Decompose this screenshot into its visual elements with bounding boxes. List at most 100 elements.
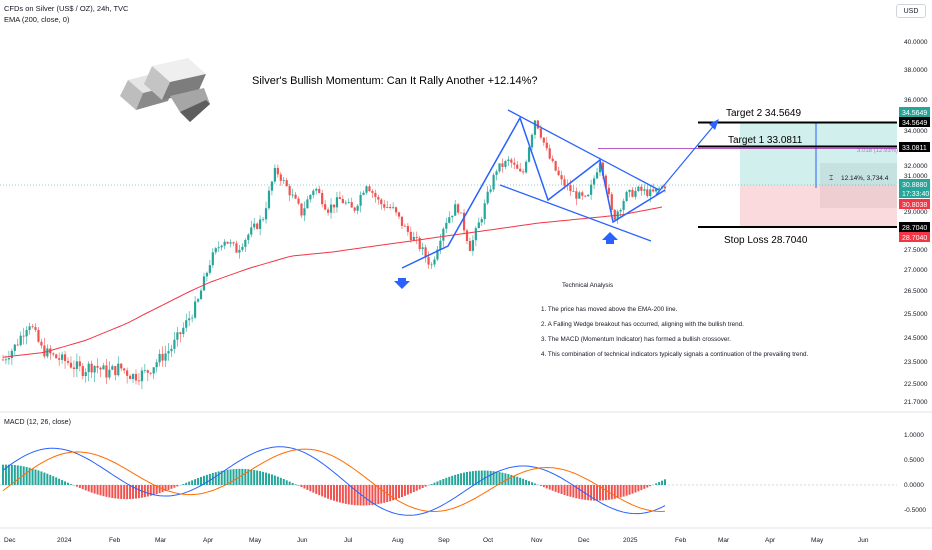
macd-bar	[424, 485, 427, 487]
candle-body	[427, 257, 430, 265]
candle-body	[347, 202, 350, 203]
candle-body	[598, 162, 602, 173]
candle-body	[179, 332, 182, 335]
candle-body	[300, 203, 303, 216]
macd-bar	[525, 479, 528, 485]
candle-body	[99, 367, 102, 370]
macd-bar	[16, 465, 19, 485]
macd-bar	[13, 465, 16, 485]
candle-body	[353, 207, 356, 211]
macd-bar	[108, 485, 111, 498]
macd-bar	[445, 477, 448, 485]
candle-body	[652, 189, 655, 192]
macd-bar	[465, 472, 468, 485]
macd-bar	[40, 471, 43, 485]
macd-bar	[64, 481, 67, 485]
candle-body	[584, 195, 587, 197]
candle-body	[442, 228, 445, 241]
candle-body	[22, 335, 25, 337]
macd-bar	[99, 485, 102, 496]
macd-bar	[486, 470, 489, 485]
candle-body	[421, 247, 424, 250]
macd-bar	[4, 464, 7, 485]
candle-body	[155, 362, 158, 368]
macd-bar	[84, 485, 87, 491]
candle-body	[315, 188, 318, 191]
ema-legend[interactable]: EMA (200, close, 0)	[4, 15, 70, 24]
candle-body	[63, 354, 67, 362]
macd-bar	[563, 485, 566, 495]
macd-bar	[28, 467, 31, 485]
macd-histogram	[2, 464, 666, 506]
candle-body	[424, 247, 427, 258]
target-zone	[740, 123, 897, 185]
candle-body	[108, 369, 111, 378]
candle-body	[601, 162, 605, 176]
price-tick: 36.0000	[904, 97, 928, 104]
candle-body	[622, 200, 625, 210]
target2-label: Target 2 34.5649	[726, 108, 801, 119]
candle-body	[134, 373, 138, 381]
candle-body	[581, 192, 584, 196]
time-axis[interactable]: Dec 2024 Feb Mar Apr May Jun Jul Aug Sep Oct Nov Dec…	[4, 537, 869, 544]
macd-bar	[439, 480, 442, 485]
candle-body	[409, 231, 412, 240]
macd-bar	[516, 476, 519, 485]
macd-bar	[291, 482, 294, 485]
macd-bar	[474, 470, 477, 485]
currency-button[interactable]: USD	[896, 4, 926, 18]
candle-body	[350, 202, 353, 208]
candle-body	[214, 248, 217, 253]
macd-legend[interactable]: MACD (12, 26, close)	[4, 419, 71, 426]
macd-bar	[658, 482, 661, 485]
macd-bar	[43, 472, 46, 485]
candle-body	[279, 174, 282, 181]
candle-body	[643, 189, 646, 191]
macd-bar	[610, 485, 613, 500]
macd-bar	[542, 485, 545, 488]
candle-body	[205, 272, 209, 277]
macd-bar	[7, 464, 10, 485]
candle-body	[332, 204, 336, 208]
candle-body	[477, 222, 480, 229]
signal-line	[2, 448, 666, 512]
macd-bar	[2, 464, 4, 485]
candle-body	[321, 192, 324, 205]
macd-bar	[105, 485, 108, 497]
candle-body	[383, 204, 386, 208]
candle-body	[554, 161, 557, 171]
candle-body	[563, 179, 566, 186]
macd-bar	[661, 480, 664, 485]
candle-body	[105, 365, 108, 378]
candle-body	[418, 237, 421, 250]
macd-bar	[436, 481, 439, 485]
macd-bar	[392, 485, 395, 501]
macd-bar	[625, 485, 628, 496]
macd-bar	[463, 472, 466, 485]
candle-body	[256, 223, 259, 229]
candle-body	[223, 241, 226, 246]
candle-body	[504, 161, 507, 167]
candle-body	[164, 353, 167, 361]
macd-bar	[338, 485, 341, 503]
macd-bar	[584, 485, 587, 500]
candle-body	[191, 317, 194, 319]
candle-body	[486, 191, 489, 204]
macd-bar	[460, 473, 463, 485]
candle-body	[46, 348, 49, 357]
candle-body	[625, 192, 628, 201]
badge-countdown-label: 17:33:40	[902, 191, 929, 198]
badge-t2-label: 34.5649	[902, 120, 927, 127]
macd-bar	[492, 471, 495, 485]
candle-body	[510, 159, 513, 163]
macd-bar	[587, 485, 590, 501]
macd-bar	[176, 485, 179, 487]
candle-body	[619, 209, 622, 212]
candle-body	[196, 299, 200, 302]
symbol-legend[interactable]: CFDs on Silver (US$ / OZ), 24h, TVC	[4, 4, 129, 13]
candle-body	[533, 120, 537, 135]
macd-bar	[321, 485, 324, 497]
macd-bar	[406, 485, 409, 495]
macd-bar	[350, 485, 353, 505]
